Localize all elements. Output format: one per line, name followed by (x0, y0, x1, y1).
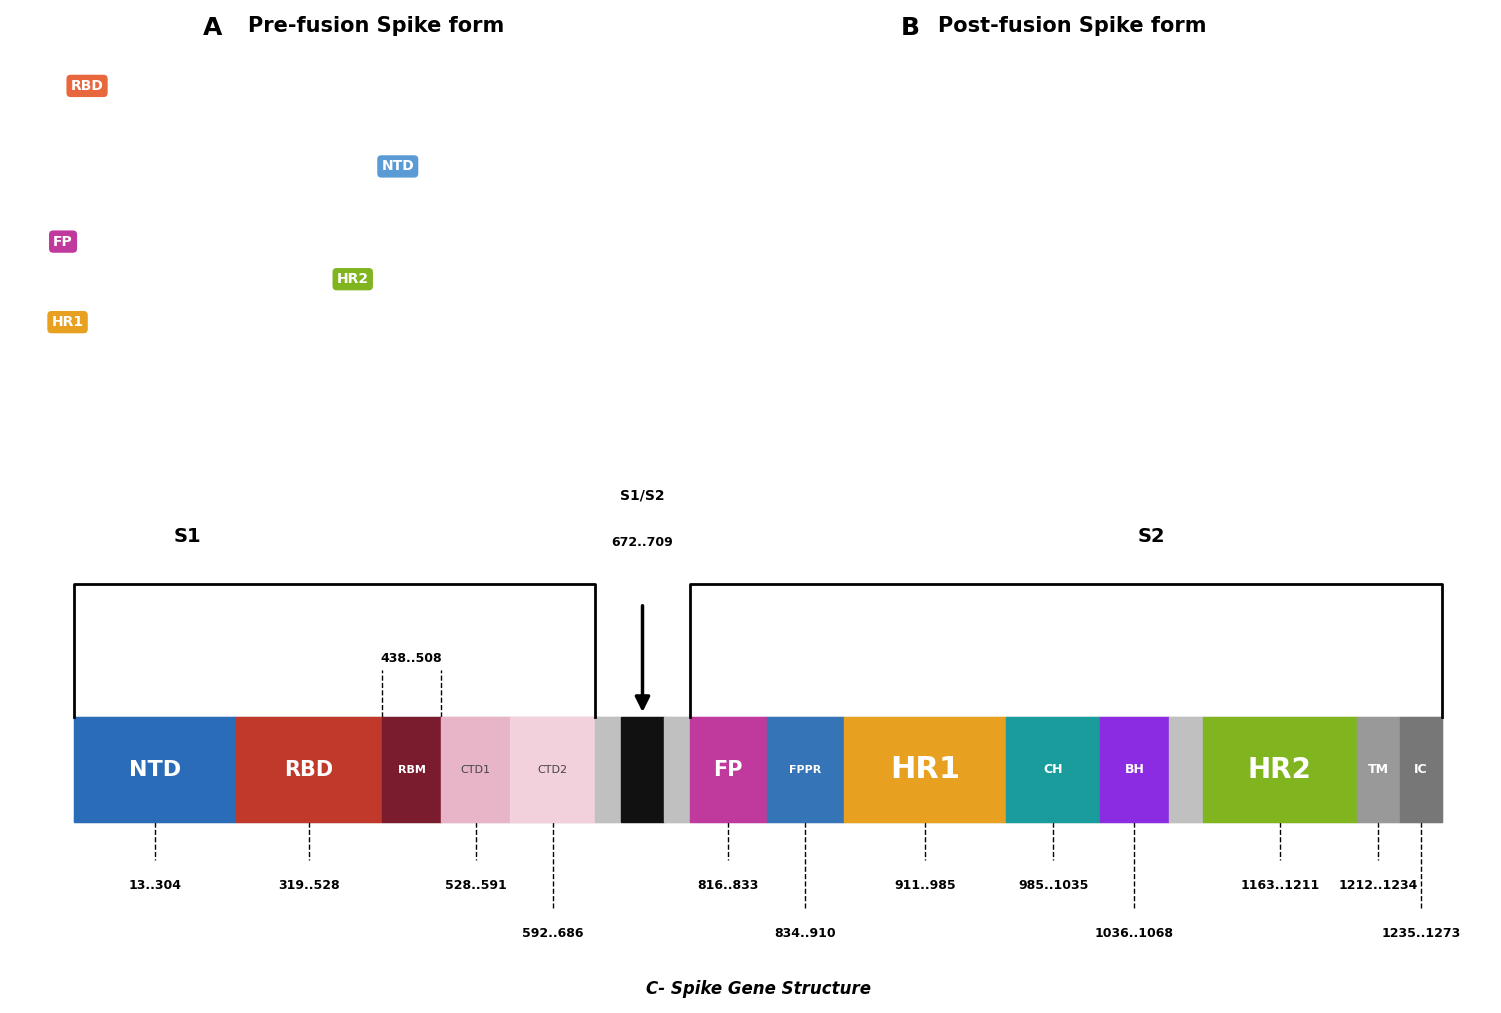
Text: 816..833: 816..833 (698, 879, 758, 892)
Text: 911..985: 911..985 (895, 879, 956, 892)
Text: IC: IC (1414, 763, 1427, 776)
Text: RBM: RBM (398, 765, 425, 775)
Text: 528..591: 528..591 (444, 879, 506, 892)
Text: 13..304: 13..304 (128, 879, 182, 892)
Text: HR1: HR1 (51, 315, 84, 329)
Text: 834..910: 834..910 (775, 927, 836, 940)
Text: A: A (203, 16, 222, 41)
Text: RBD: RBD (71, 79, 104, 93)
Text: HR1: HR1 (890, 755, 961, 784)
Bar (1100, 717, 1169, 822)
Bar (1169, 717, 1202, 822)
Bar (844, 717, 1006, 822)
Bar (1006, 717, 1100, 822)
Bar (1357, 717, 1400, 822)
Text: FPPR: FPPR (790, 765, 821, 775)
Bar (236, 717, 381, 822)
Text: NTD: NTD (381, 159, 414, 173)
Text: S2: S2 (1138, 527, 1165, 546)
Text: 1212..1234: 1212..1234 (1339, 879, 1418, 892)
Bar (663, 717, 689, 822)
Bar (689, 717, 767, 822)
Text: CTD2: CTD2 (537, 765, 567, 775)
Text: 1036..1068: 1036..1068 (1094, 927, 1174, 940)
Text: CH: CH (1043, 763, 1063, 776)
Bar (596, 717, 621, 822)
Bar (621, 717, 663, 822)
Text: NTD: NTD (129, 760, 182, 780)
Text: 592..686: 592..686 (522, 927, 584, 940)
Text: S1: S1 (174, 527, 201, 546)
Text: Post-fusion Spike form: Post-fusion Spike form (938, 16, 1207, 36)
Text: C- Spike Gene Structure: C- Spike Gene Structure (645, 981, 871, 998)
Text: 438..508: 438..508 (381, 651, 443, 665)
Text: TM: TM (1367, 763, 1388, 776)
Text: CTD1: CTD1 (461, 765, 491, 775)
Bar (74, 717, 236, 822)
Text: Pre-fusion Spike form: Pre-fusion Spike form (248, 16, 504, 36)
Text: FP: FP (713, 760, 743, 780)
Bar (74, 717, 1442, 822)
Bar (767, 717, 844, 822)
Text: HR2: HR2 (336, 272, 369, 287)
Text: 672..709: 672..709 (611, 536, 674, 549)
Text: 985..1035: 985..1035 (1018, 879, 1088, 892)
Text: 1235..1273: 1235..1273 (1381, 927, 1460, 940)
Text: BH: BH (1124, 763, 1144, 776)
Text: S1/S2: S1/S2 (620, 489, 665, 503)
Bar (1202, 717, 1357, 822)
Text: RBD: RBD (284, 760, 333, 780)
Text: 1163..1211: 1163..1211 (1240, 879, 1319, 892)
Text: B: B (901, 16, 920, 41)
Bar (510, 717, 596, 822)
Text: 319..528: 319..528 (278, 879, 339, 892)
Text: HR2: HR2 (1247, 756, 1312, 784)
Bar (381, 717, 441, 822)
Bar (441, 717, 510, 822)
Text: FP: FP (53, 235, 74, 248)
Bar (1400, 717, 1442, 822)
